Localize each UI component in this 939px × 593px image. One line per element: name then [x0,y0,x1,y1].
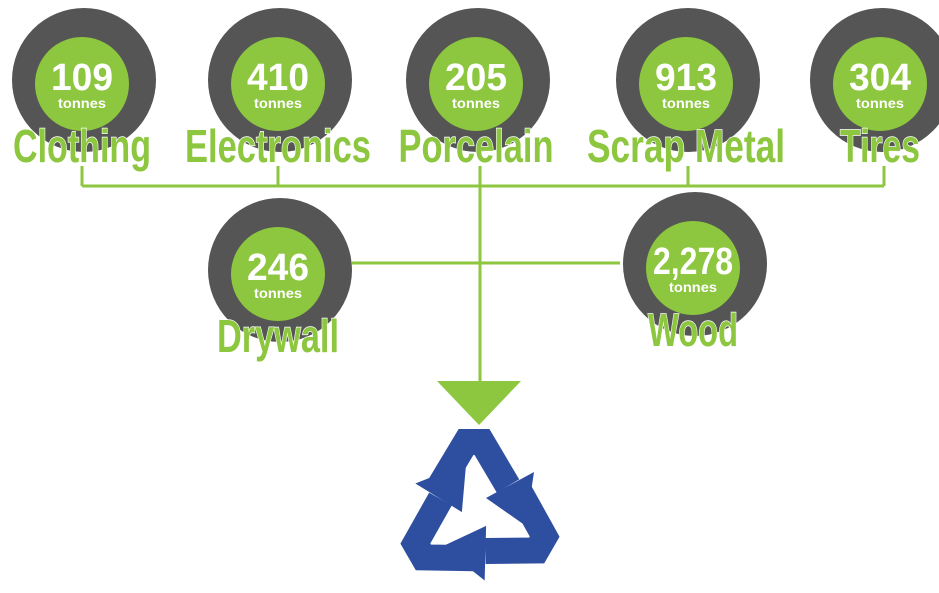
material-label: Wood [648,304,738,356]
inner-circle [35,37,129,131]
unit: tonnes [254,95,302,111]
unit: tonnes [452,95,500,111]
recycle-arrow [400,463,482,572]
unit: tonnes [254,285,302,301]
amount: 246 [247,247,309,289]
inner-circle [231,227,325,321]
unit: tonnes [669,279,717,295]
connectors [80,166,886,382]
arrow-band [485,479,560,564]
inner-circle [646,221,740,315]
arrow-tip [415,463,467,513]
amount: 304 [849,57,911,99]
material-label: Drywall [217,310,339,362]
nodes: 109tonnesClothing410tonnesElectronics205… [12,8,939,363]
inner-circle [639,37,733,131]
material-label: Porcelain [399,120,554,172]
inner-circle [429,37,523,131]
inner-circle [231,37,325,131]
material-label: Clothing [13,120,151,172]
inner-circle [833,37,927,131]
amount: 410 [247,57,309,99]
unit: tonnes [58,95,106,111]
material-label: Scrap Metal [587,120,785,172]
amount: 205 [445,57,507,99]
unit: tonnes [856,95,904,111]
amount: 2,278 [653,241,733,283]
arrow-band [400,492,482,572]
material-label: Electronics [185,120,371,172]
recycle-icon [400,429,560,581]
amount: 913 [655,57,717,99]
unit: tonnes [662,95,710,111]
material-label: Tires [840,120,920,172]
arrow-head [437,381,521,425]
arrow-band [424,429,520,499]
amount: 109 [51,57,113,99]
